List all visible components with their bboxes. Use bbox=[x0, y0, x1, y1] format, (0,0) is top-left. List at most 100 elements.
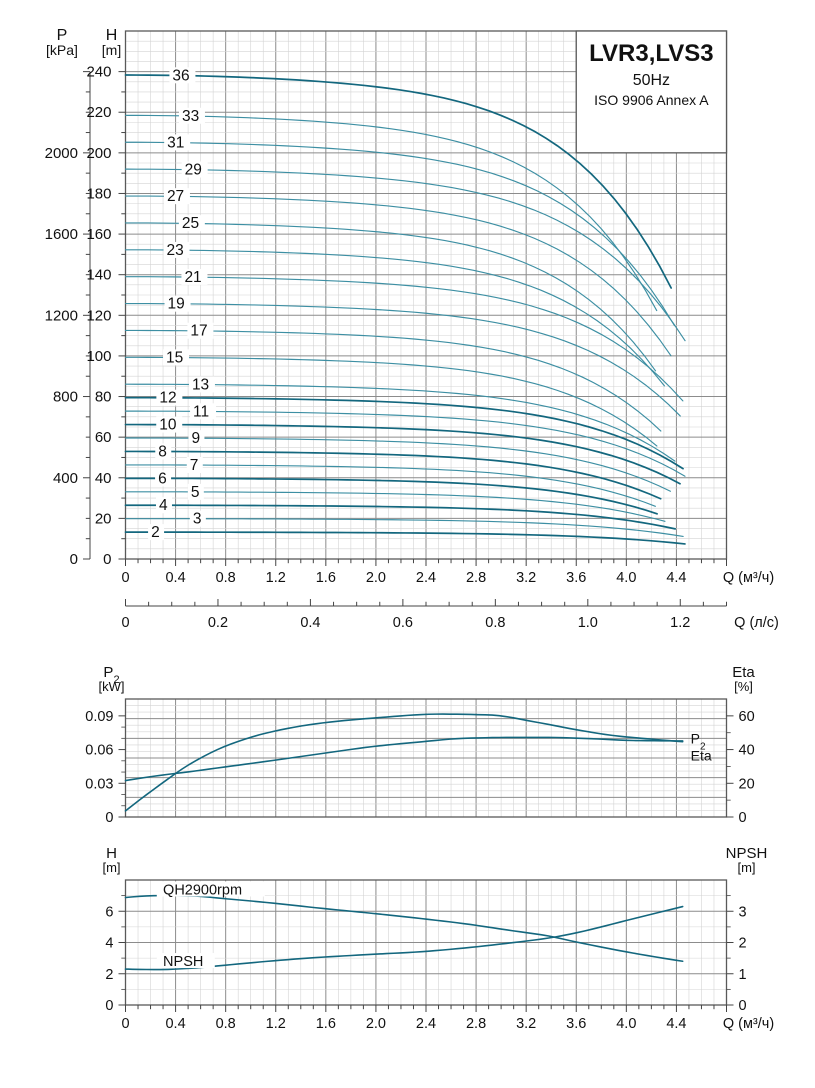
svg-text:11: 11 bbox=[193, 403, 209, 420]
svg-text:4.4: 4.4 bbox=[666, 1016, 686, 1032]
svg-text:6: 6 bbox=[158, 470, 167, 487]
svg-text:25: 25 bbox=[182, 215, 199, 232]
svg-text:60: 60 bbox=[739, 709, 755, 725]
svg-text:0: 0 bbox=[739, 810, 747, 826]
svg-text:20: 20 bbox=[739, 776, 755, 792]
svg-text:0.8: 0.8 bbox=[216, 570, 236, 586]
svg-text:Q (л/с): Q (л/с) bbox=[734, 615, 779, 631]
svg-text:60: 60 bbox=[95, 429, 112, 446]
svg-text:0: 0 bbox=[121, 1016, 129, 1032]
svg-text:1.6: 1.6 bbox=[316, 1016, 336, 1032]
svg-text:2.0: 2.0 bbox=[366, 570, 386, 586]
svg-text:120: 120 bbox=[86, 307, 111, 324]
svg-text:80: 80 bbox=[95, 389, 112, 406]
svg-text:10: 10 bbox=[159, 417, 177, 434]
svg-text:19: 19 bbox=[168, 296, 185, 313]
svg-text:4: 4 bbox=[105, 936, 113, 952]
svg-text:2.8: 2.8 bbox=[466, 570, 486, 586]
svg-text:23: 23 bbox=[167, 242, 184, 259]
svg-text:Eta: Eta bbox=[691, 748, 712, 764]
svg-text:160: 160 bbox=[86, 226, 111, 243]
svg-text:3.6: 3.6 bbox=[566, 570, 586, 586]
svg-text:240: 240 bbox=[86, 64, 111, 81]
svg-text:3: 3 bbox=[739, 904, 747, 920]
svg-text:2: 2 bbox=[105, 967, 113, 983]
svg-text:3: 3 bbox=[193, 511, 202, 528]
svg-text:0.06: 0.06 bbox=[85, 743, 113, 759]
svg-text:1.2: 1.2 bbox=[266, 570, 286, 586]
svg-text:27: 27 bbox=[167, 188, 184, 205]
svg-text:0: 0 bbox=[103, 551, 111, 568]
svg-text:QH2900rpm: QH2900rpm bbox=[163, 883, 242, 899]
svg-text:4.0: 4.0 bbox=[616, 570, 636, 586]
svg-text:2.8: 2.8 bbox=[466, 1016, 486, 1032]
svg-text:1200: 1200 bbox=[45, 307, 78, 324]
svg-text:0.03: 0.03 bbox=[85, 776, 113, 792]
svg-text:5: 5 bbox=[191, 484, 200, 501]
svg-text:180: 180 bbox=[86, 185, 111, 202]
svg-text:40: 40 bbox=[95, 470, 112, 487]
svg-text:1.6: 1.6 bbox=[316, 570, 336, 586]
svg-text:400: 400 bbox=[53, 470, 78, 487]
svg-text:[m]: [m] bbox=[102, 42, 121, 58]
svg-text:2.4: 2.4 bbox=[416, 570, 436, 586]
svg-text:0.4: 0.4 bbox=[165, 570, 185, 586]
svg-text:1.2: 1.2 bbox=[670, 615, 690, 631]
svg-text:0: 0 bbox=[121, 570, 129, 586]
svg-text:0: 0 bbox=[121, 615, 129, 631]
svg-text:140: 140 bbox=[86, 267, 111, 284]
svg-text:2.4: 2.4 bbox=[416, 1016, 436, 1032]
svg-text:[m]: [m] bbox=[102, 860, 120, 875]
svg-text:36: 36 bbox=[172, 67, 189, 84]
svg-text:[%]: [%] bbox=[734, 679, 753, 694]
svg-text:21: 21 bbox=[184, 269, 201, 286]
svg-text:6: 6 bbox=[105, 904, 113, 920]
svg-text:0.8: 0.8 bbox=[485, 615, 505, 631]
svg-text:Q (м³/ч): Q (м³/ч) bbox=[723, 1016, 774, 1032]
svg-text:17: 17 bbox=[190, 323, 207, 340]
svg-text:[kW]: [kW] bbox=[99, 679, 125, 694]
svg-text:0.2: 0.2 bbox=[208, 615, 228, 631]
svg-text:220: 220 bbox=[86, 104, 111, 121]
svg-text:3.6: 3.6 bbox=[566, 1016, 586, 1032]
svg-text:0.6: 0.6 bbox=[393, 615, 413, 631]
svg-text:20: 20 bbox=[95, 510, 112, 527]
svg-text:0.4: 0.4 bbox=[165, 1016, 185, 1032]
svg-text:1.2: 1.2 bbox=[266, 1016, 286, 1032]
svg-text:200: 200 bbox=[86, 145, 111, 162]
svg-text:1600: 1600 bbox=[45, 226, 78, 243]
svg-text:Q (м³/ч): Q (м³/ч) bbox=[723, 570, 774, 586]
svg-text:12: 12 bbox=[159, 390, 176, 407]
svg-text:13: 13 bbox=[192, 376, 209, 393]
svg-text:29: 29 bbox=[185, 161, 202, 178]
svg-text:100: 100 bbox=[86, 348, 111, 365]
svg-text:33: 33 bbox=[182, 108, 199, 125]
svg-text:[m]: [m] bbox=[737, 860, 755, 875]
svg-text:9: 9 bbox=[191, 430, 200, 447]
svg-text:50Hz: 50Hz bbox=[633, 72, 670, 89]
svg-text:0: 0 bbox=[105, 998, 113, 1014]
svg-text:31: 31 bbox=[167, 134, 184, 151]
svg-text:0.4: 0.4 bbox=[300, 615, 320, 631]
svg-text:1.0: 1.0 bbox=[578, 615, 598, 631]
svg-text:40: 40 bbox=[739, 743, 755, 759]
svg-text:3.2: 3.2 bbox=[516, 1016, 536, 1032]
svg-text:4.4: 4.4 bbox=[666, 570, 686, 586]
svg-text:[kPa]: [kPa] bbox=[46, 42, 78, 58]
svg-text:4: 4 bbox=[159, 497, 168, 514]
svg-text:ISO 9906 Annex A: ISO 9906 Annex A bbox=[594, 92, 709, 108]
svg-text:1: 1 bbox=[739, 967, 747, 983]
svg-text:2: 2 bbox=[739, 936, 747, 952]
svg-text:2: 2 bbox=[151, 524, 160, 541]
svg-text:4.0: 4.0 bbox=[616, 1016, 636, 1032]
svg-text:0: 0 bbox=[105, 810, 113, 826]
svg-text:LVR3,LVS3: LVR3,LVS3 bbox=[589, 40, 713, 67]
svg-text:2.0: 2.0 bbox=[366, 1016, 386, 1032]
svg-text:0.09: 0.09 bbox=[85, 709, 113, 725]
svg-text:7: 7 bbox=[190, 457, 199, 474]
svg-text:NPSH: NPSH bbox=[163, 954, 203, 970]
svg-text:0.8: 0.8 bbox=[216, 1016, 236, 1032]
svg-text:0: 0 bbox=[739, 998, 747, 1014]
svg-text:15: 15 bbox=[166, 349, 183, 366]
svg-text:2000: 2000 bbox=[45, 145, 78, 162]
